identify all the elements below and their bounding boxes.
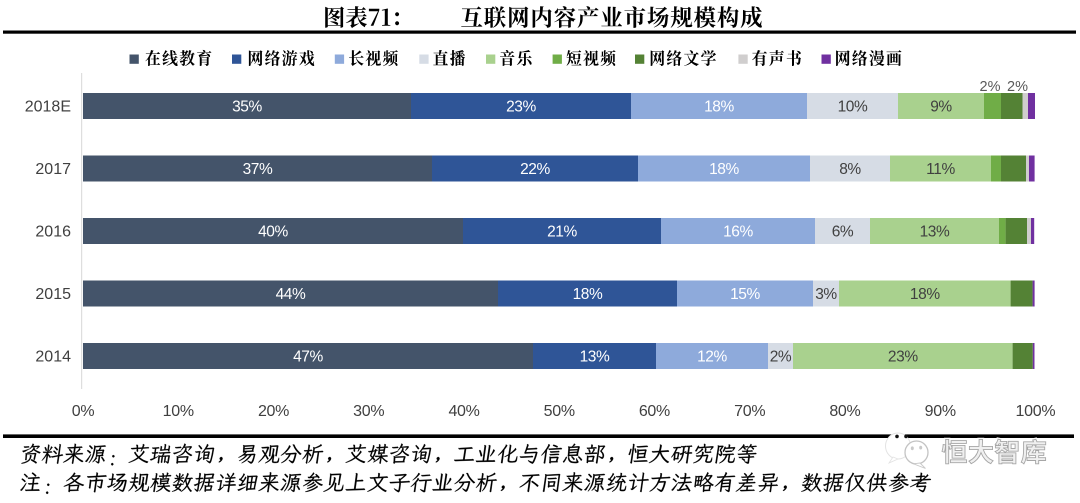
svg-text:9%: 9% <box>930 99 952 116</box>
svg-text:8%: 8% <box>839 161 861 178</box>
svg-text:3%: 3% <box>815 286 837 303</box>
svg-text:2017: 2017 <box>35 161 71 178</box>
svg-text:18%: 18% <box>910 286 940 303</box>
svg-text:13%: 13% <box>920 224 950 241</box>
svg-text:60%: 60% <box>639 403 670 420</box>
svg-text:21%: 21% <box>547 224 577 241</box>
svg-text:40%: 40% <box>258 224 288 241</box>
svg-text:44%: 44% <box>276 286 306 303</box>
svg-text:2%: 2% <box>980 79 1001 95</box>
svg-text:12%: 12% <box>697 349 727 366</box>
svg-text:18%: 18% <box>709 161 739 178</box>
svg-text:2014: 2014 <box>35 349 71 366</box>
svg-text:2016: 2016 <box>35 224 71 241</box>
svg-text:100%: 100% <box>1016 403 1056 420</box>
svg-text:18%: 18% <box>704 99 734 116</box>
svg-text:47%: 47% <box>293 349 323 366</box>
svg-text:2015: 2015 <box>35 286 71 303</box>
svg-text:2%: 2% <box>1007 79 1028 95</box>
svg-text:13%: 13% <box>580 349 610 366</box>
svg-text:35%: 35% <box>232 99 262 116</box>
svg-text:6%: 6% <box>832 224 854 241</box>
svg-text:22%: 22% <box>520 161 550 178</box>
svg-text:0%: 0% <box>72 403 95 420</box>
svg-text:10%: 10% <box>838 99 868 116</box>
svg-text:10%: 10% <box>163 403 194 420</box>
svg-text:30%: 30% <box>353 403 384 420</box>
svg-text:18%: 18% <box>573 286 603 303</box>
svg-text:90%: 90% <box>925 403 956 420</box>
svg-text:23%: 23% <box>888 349 918 366</box>
svg-text:20%: 20% <box>258 403 289 420</box>
svg-text:70%: 70% <box>734 403 765 420</box>
svg-text:11%: 11% <box>926 161 955 178</box>
svg-text:15%: 15% <box>730 286 760 303</box>
svg-text:80%: 80% <box>829 403 860 420</box>
svg-text:50%: 50% <box>544 403 575 420</box>
svg-text:2018E: 2018E <box>25 99 71 116</box>
svg-text:23%: 23% <box>506 99 536 116</box>
svg-text:16%: 16% <box>723 224 753 241</box>
svg-text:40%: 40% <box>448 403 479 420</box>
svg-text:37%: 37% <box>243 161 273 178</box>
svg-text:2%: 2% <box>770 349 792 366</box>
